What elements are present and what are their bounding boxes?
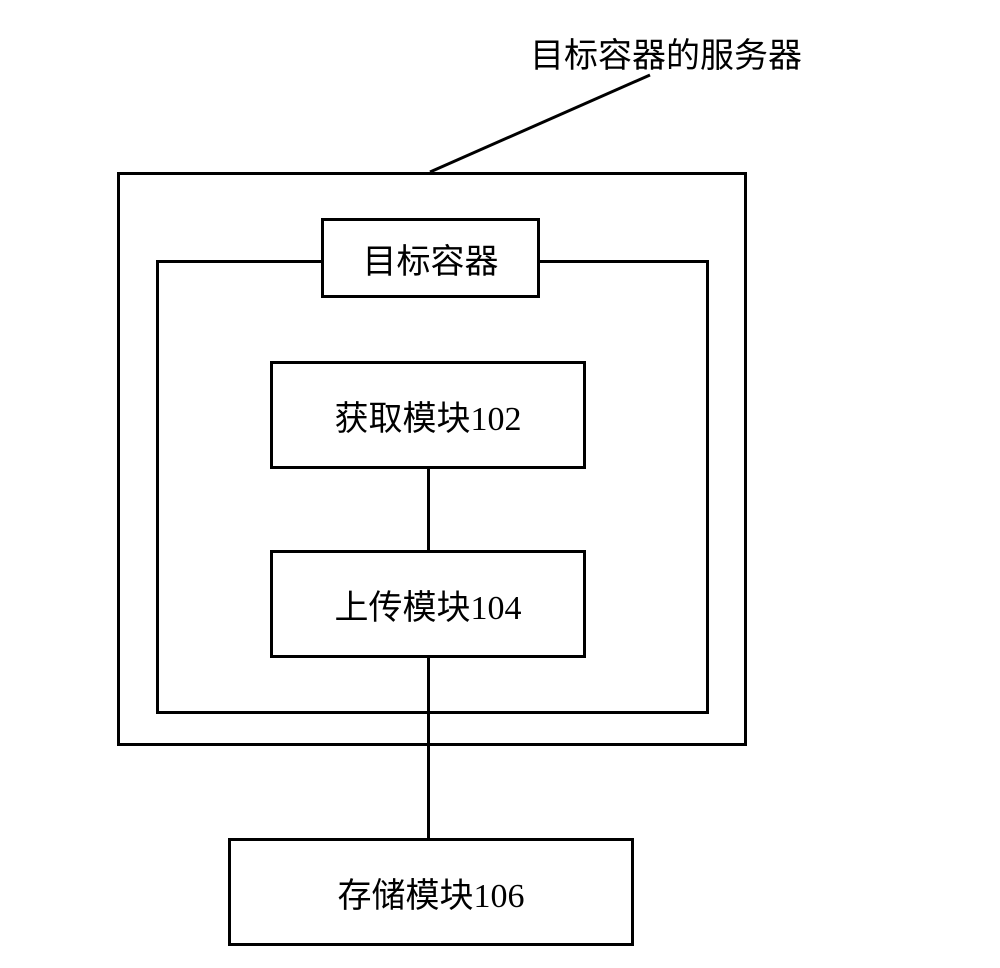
connector-upload-storage: [427, 658, 430, 838]
callout-line: [430, 75, 650, 172]
connector-acquire-upload: [427, 469, 430, 550]
module-storage-label: 存储模块106: [338, 868, 525, 917]
module-upload-label: 上传模块104: [335, 580, 522, 629]
module-acquire: 获取模块102: [270, 361, 586, 469]
container-title-label: 目标容器: [363, 234, 499, 283]
container-title-box: 目标容器: [321, 218, 540, 298]
module-storage: 存储模块106: [228, 838, 634, 946]
module-acquire-label: 获取模块102: [335, 391, 522, 440]
module-upload: 上传模块104: [270, 550, 586, 658]
callout-label: 目标容器的服务器: [530, 28, 802, 77]
diagram-container: 目标容器的服务器 目标容器 获取模块102 上传模块104 存储模块106: [0, 0, 1000, 968]
